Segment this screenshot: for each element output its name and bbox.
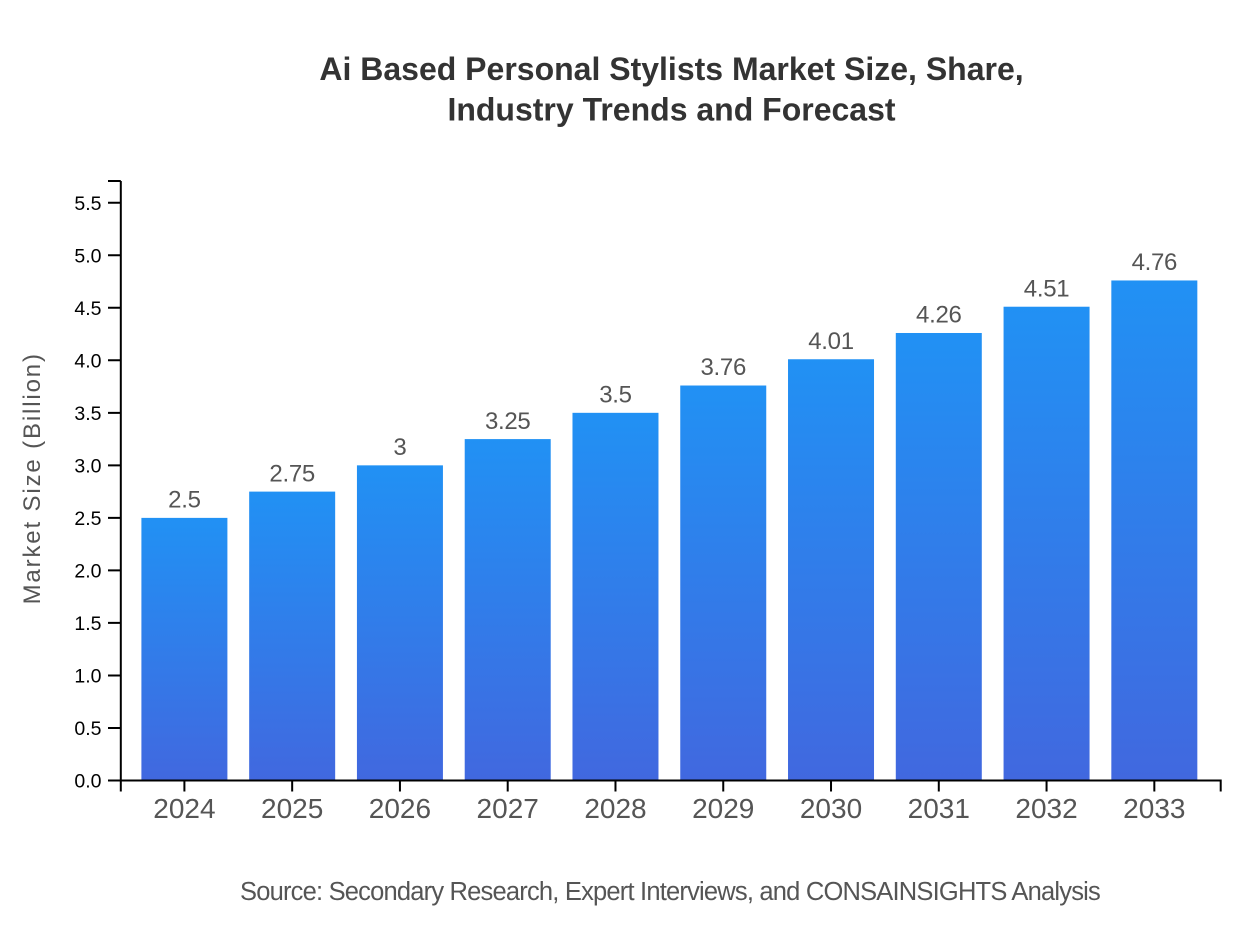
svg-text:2028: 2028 (584, 793, 646, 824)
svg-text:3.25: 3.25 (485, 408, 531, 435)
svg-text:2032: 2032 (1015, 793, 1077, 824)
svg-text:5.5: 5.5 (74, 193, 101, 215)
svg-text:Industry Trends and Forecast: Industry Trends and Forecast (447, 91, 895, 127)
svg-text:3: 3 (393, 434, 406, 461)
svg-text:3.5: 3.5 (74, 403, 101, 425)
svg-text:2025: 2025 (261, 793, 323, 824)
svg-text:Ai Based Personal Stylists Mar: Ai Based Personal Stylists Market Size, … (319, 51, 1023, 87)
svg-text:3.5: 3.5 (599, 382, 631, 409)
svg-text:3.76: 3.76 (700, 354, 746, 381)
svg-text:2.75: 2.75 (269, 460, 315, 487)
svg-text:5.0: 5.0 (74, 245, 101, 267)
svg-text:4.01: 4.01 (808, 328, 854, 355)
svg-text:2.5: 2.5 (168, 487, 200, 514)
svg-text:2026: 2026 (369, 793, 431, 824)
svg-text:2031: 2031 (908, 793, 970, 824)
svg-text:1.5: 1.5 (74, 613, 101, 635)
svg-text:4.0: 4.0 (74, 350, 101, 372)
svg-text:4.26: 4.26 (916, 302, 962, 329)
svg-text:2.0: 2.0 (74, 561, 101, 583)
svg-text:Source: Secondary Research, Ex: Source: Secondary Research, Expert Inter… (240, 878, 1100, 906)
svg-text:1.0: 1.0 (74, 666, 101, 688)
svg-text:2029: 2029 (692, 793, 754, 824)
svg-text:2.5: 2.5 (74, 508, 101, 530)
svg-text:2027: 2027 (477, 793, 539, 824)
svg-text:4.5: 4.5 (74, 298, 101, 320)
svg-text:0.5: 0.5 (74, 718, 101, 740)
svg-text:3.0: 3.0 (74, 455, 101, 477)
svg-text:2030: 2030 (800, 793, 862, 824)
svg-text:2024: 2024 (153, 793, 215, 824)
svg-text:4.51: 4.51 (1024, 275, 1070, 302)
svg-text:2033: 2033 (1123, 793, 1185, 824)
svg-text:4.76: 4.76 (1132, 249, 1178, 276)
svg-text:0.0: 0.0 (74, 771, 101, 793)
svg-text:Market Size (Billion): Market Size (Billion) (19, 352, 46, 604)
